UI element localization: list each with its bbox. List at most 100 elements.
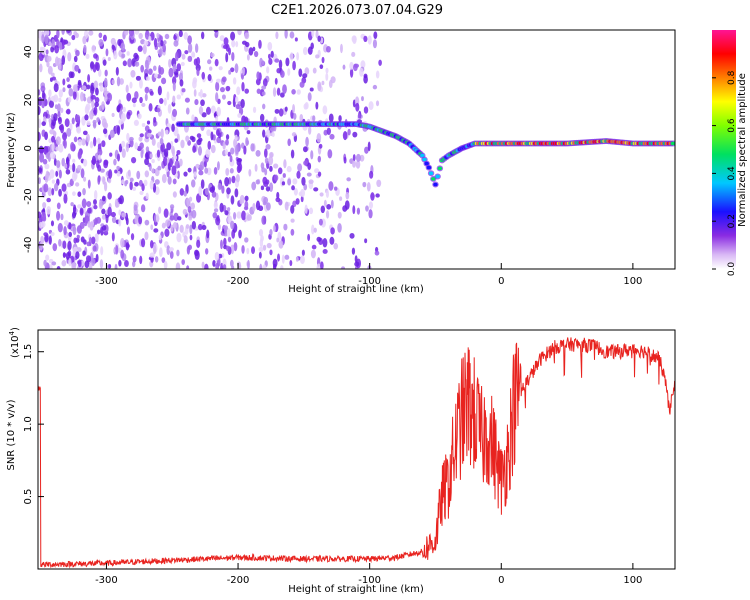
spectrogram-noise-mark bbox=[275, 197, 281, 203]
spectrogram-noise-mark bbox=[72, 191, 76, 196]
spectrogram-noise-mark bbox=[48, 118, 53, 124]
spectrogram-noise-mark bbox=[289, 259, 293, 267]
spectrogram-noise-mark bbox=[120, 42, 126, 51]
spectrogram-noise-mark bbox=[126, 226, 131, 235]
spectrogram-noise-mark bbox=[92, 121, 97, 129]
spectrogram-noise-mark bbox=[111, 112, 115, 118]
spectrogram-noise-mark bbox=[113, 158, 117, 166]
spectrogram-noise-mark bbox=[341, 266, 346, 269]
spectrogram-noise-mark bbox=[75, 114, 81, 121]
spectrogram-noise-mark bbox=[231, 39, 236, 48]
spectrogram-noise-mark bbox=[323, 199, 327, 207]
spectrogram-noise-mark bbox=[321, 80, 325, 86]
spectrogram-noise-mark bbox=[91, 158, 97, 165]
spectrogram-noise-mark bbox=[317, 81, 322, 92]
spectrogram-noise-mark bbox=[42, 158, 48, 165]
spectrogram-noise-mark bbox=[265, 202, 271, 211]
spectrogram-noise-mark bbox=[352, 154, 356, 161]
spectrogram-noise-mark bbox=[317, 35, 321, 42]
spectrogram-noise-mark bbox=[124, 180, 128, 187]
spectrogram-noise-mark bbox=[160, 40, 164, 47]
spectrogram-noise-mark bbox=[329, 133, 335, 140]
spectrogram-noise-mark bbox=[205, 148, 211, 158]
spectrogram-noise-mark bbox=[261, 91, 266, 96]
spectrogram-noise-mark bbox=[127, 58, 133, 68]
spectrogram-noise-mark bbox=[269, 228, 273, 236]
spectrogram-noise-mark bbox=[344, 200, 350, 210]
spectrogram-noise-mark bbox=[320, 205, 326, 214]
spectrogram-noise-mark bbox=[134, 61, 140, 67]
spectrogram-noise-mark bbox=[172, 95, 176, 104]
spectrogram-noise-mark bbox=[141, 183, 145, 192]
spectrogram-noise-mark bbox=[172, 191, 177, 198]
spectrogram-noise-mark bbox=[45, 254, 50, 261]
spectrogram-noise-mark bbox=[309, 87, 314, 92]
spectrogram-noise-mark bbox=[232, 77, 237, 85]
spectrogram-noise-mark bbox=[160, 128, 164, 139]
spectrogram-noise-mark bbox=[224, 210, 229, 216]
spectrogram-noise-mark bbox=[158, 48, 163, 57]
spectrogram-noise-mark bbox=[125, 142, 130, 153]
spectrogram-noise-mark bbox=[93, 199, 97, 205]
spectrogram-noise-mark bbox=[206, 229, 210, 239]
spectrogram-ridge-mark bbox=[420, 153, 425, 158]
spectrogram-noise-mark bbox=[179, 158, 183, 167]
spectrogram-noise-mark bbox=[102, 176, 106, 185]
spectrogram-noise-mark bbox=[304, 67, 310, 75]
spectrogram-noise-mark bbox=[138, 216, 143, 225]
spectrogram-noise-mark bbox=[201, 71, 206, 80]
spectrogram-x-tick-label: 100 bbox=[623, 276, 642, 287]
spectrogram-noise-mark bbox=[197, 223, 203, 231]
spectrogram-noise-mark bbox=[163, 97, 167, 106]
spectrogram-noise-mark bbox=[234, 63, 239, 74]
spectrogram-noise-mark bbox=[184, 50, 189, 55]
spectrogram-noise-mark bbox=[125, 242, 130, 251]
spectrogram-noise-mark bbox=[233, 212, 237, 220]
spectrogram-noise-mark bbox=[73, 55, 78, 63]
spectrogram-noise-mark bbox=[186, 265, 190, 269]
spectrogram-noise-mark bbox=[295, 256, 299, 262]
spectrogram-noise-mark bbox=[60, 107, 64, 114]
spectrogram-noise-mark bbox=[236, 211, 242, 219]
spectrogram-noise-mark bbox=[63, 225, 67, 236]
spectrogram-noise-mark bbox=[38, 105, 41, 116]
spectrogram-noise-mark bbox=[223, 37, 229, 46]
snr-x-ticks: -300 -200 -100 0 100 bbox=[95, 563, 642, 586]
colorbar-label: Normalized spectral amplitude bbox=[737, 73, 748, 227]
spectrogram-noise-mark bbox=[49, 263, 53, 269]
spectrogram-noise-mark bbox=[41, 34, 45, 44]
spectrogram-noise-mark bbox=[328, 79, 333, 89]
spectrogram-noise-mark bbox=[77, 191, 82, 197]
spectrogram-noise-mark bbox=[356, 207, 361, 215]
spectrogram-noise-mark bbox=[148, 68, 153, 75]
spectrogram-noise-mark bbox=[193, 58, 198, 66]
spectrogram-noise-mark bbox=[269, 126, 275, 132]
spectrogram-noise-mark bbox=[182, 208, 188, 216]
spectrogram-noise-mark bbox=[338, 115, 342, 122]
spectrogram-noise-mark bbox=[47, 65, 53, 75]
spectrogram-noise-mark bbox=[241, 40, 247, 45]
spectrogram-noise-mark bbox=[63, 193, 68, 204]
spectrogram-noise-mark bbox=[181, 259, 185, 265]
spectrogram-noise-mark bbox=[116, 76, 121, 87]
spectrogram-noise-mark bbox=[183, 235, 188, 244]
spectrogram-noise-mark bbox=[51, 72, 55, 77]
spectrogram-noise-mark bbox=[185, 107, 190, 115]
spectrogram-noise-mark bbox=[150, 257, 154, 263]
spectrogram-noise-mark bbox=[140, 204, 146, 213]
spectrogram-noise-mark bbox=[67, 51, 72, 62]
spectrogram-noise-mark bbox=[85, 103, 91, 111]
spectrogram-noise-mark bbox=[46, 61, 50, 68]
spectrogram-noise-mark bbox=[311, 244, 317, 250]
spectrogram-noise-mark bbox=[111, 216, 117, 224]
spectrogram-noise-mark bbox=[246, 54, 250, 61]
spectrogram-noise-mark bbox=[316, 132, 322, 143]
spectrogram-noise-mark bbox=[177, 216, 182, 221]
spectrogram-noise-mark bbox=[79, 207, 84, 216]
spectrogram-noise-mark bbox=[194, 99, 199, 106]
spectrogram-noise-mark bbox=[178, 30, 183, 38]
spectrogram-noise-mark bbox=[161, 173, 167, 184]
spectrogram-noise-mark bbox=[325, 189, 330, 198]
spectrogram-noise-mark bbox=[174, 160, 180, 169]
spectrogram-noise-mark bbox=[235, 174, 240, 183]
